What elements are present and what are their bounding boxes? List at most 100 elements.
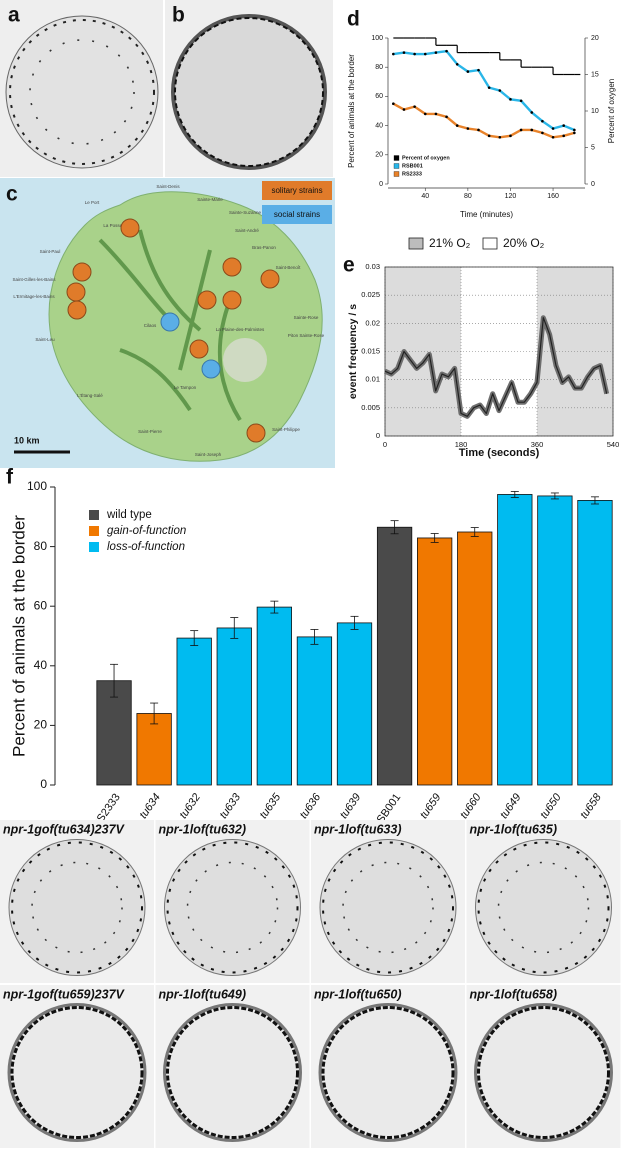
- place: Bras-Panon: [252, 245, 276, 250]
- place: Le Port: [85, 200, 100, 205]
- worms: [166, 841, 299, 974]
- series-line: [392, 102, 575, 139]
- worms: [29, 39, 135, 145]
- y-tick-label: 0.02: [365, 318, 380, 327]
- data-point: [487, 134, 491, 138]
- y-axis-title: Percent of animals at the border: [9, 515, 28, 757]
- place: Saint-Paul: [40, 249, 61, 254]
- panel-letter: f: [6, 466, 14, 489]
- volcano: [223, 338, 267, 382]
- data-point: [562, 134, 566, 138]
- plot-frame: [384, 266, 614, 437]
- y-tick-label: 60: [34, 598, 48, 612]
- y-tick-label: 80: [375, 64, 383, 71]
- worms: [322, 841, 454, 974]
- place: Saint-Joseph: [195, 452, 222, 457]
- place: Sainte-Marie: [197, 197, 223, 202]
- dish: [8, 839, 146, 976]
- photo-label: npr-1lof(tu633): [314, 822, 402, 836]
- place: La Possession: [103, 223, 133, 228]
- data-point: [466, 127, 470, 130]
- x-tick-label: tu659: [418, 792, 444, 821]
- data-point: [413, 105, 416, 108]
- dish: [171, 14, 327, 170]
- data-point: [541, 119, 544, 123]
- legend-label: wild type: [106, 509, 152, 521]
- series-line: [393, 49, 575, 132]
- data-point: [573, 131, 576, 135]
- data-point: [519, 99, 523, 103]
- solitary-site: [189, 339, 209, 359]
- data-point: [551, 127, 555, 130]
- solitary-site: [72, 262, 92, 282]
- y-tick-label: 100: [27, 479, 47, 493]
- dish: [7, 1003, 147, 1142]
- y-axis-title: event frequency / s: [347, 304, 359, 399]
- solitary-site: [120, 218, 140, 238]
- worms: [11, 841, 143, 974]
- y-tick-label: 40: [375, 122, 383, 129]
- x-tick-label: tu632: [177, 792, 203, 821]
- bar: [376, 526, 413, 786]
- legend-swatch: [393, 163, 400, 169]
- y-tick-label: 0.025: [361, 290, 380, 299]
- panel-letter: c: [6, 183, 18, 206]
- place: Saint-Leu: [35, 337, 55, 342]
- data-point: [455, 124, 459, 127]
- photo-label: npr-1gof(tu634)237V: [3, 822, 126, 836]
- bar: [577, 500, 613, 786]
- worms: [174, 17, 324, 167]
- y-tick-label: 40: [34, 658, 48, 672]
- dish: [318, 1003, 458, 1142]
- place: Saint-Benoît: [276, 265, 302, 270]
- y-tick-label: 0.03: [365, 262, 380, 271]
- bar: [216, 627, 252, 786]
- place: Sainte-Suzanne: [229, 210, 262, 215]
- solitary-site: [67, 300, 87, 320]
- y-tick-label: 100: [371, 35, 383, 42]
- place: Saint-Denis: [156, 184, 180, 189]
- x-tick-label: 180: [455, 440, 468, 449]
- x-tick-label: 540: [607, 440, 620, 449]
- legend-swatch: [408, 237, 424, 250]
- x-tick-label: 40: [421, 193, 429, 200]
- bar: [136, 713, 172, 786]
- legend-swatch: [89, 542, 99, 552]
- data-point: [573, 128, 576, 132]
- bar: [336, 622, 373, 786]
- data-point: [562, 124, 566, 127]
- data-point: [423, 112, 427, 116]
- x-tick-label: 360: [531, 440, 544, 449]
- legend-box: [262, 205, 332, 224]
- place: Saint-André: [235, 228, 259, 233]
- solitary-site: [66, 282, 86, 302]
- scale-label: 10 km: [14, 435, 40, 445]
- dish: [163, 1003, 302, 1142]
- place: Cilaos: [144, 323, 157, 328]
- x-tick-label: tu660: [458, 791, 484, 821]
- x-tick-label: 160: [547, 193, 559, 200]
- data-point: [477, 68, 480, 72]
- bar: [417, 537, 453, 786]
- bar: [96, 680, 132, 786]
- x-tick-label: tu635: [258, 791, 284, 821]
- legend-box: [262, 181, 332, 200]
- ravines: [98, 229, 242, 422]
- x-tick-label: tu636: [298, 791, 324, 821]
- legend-label: solitary strains: [271, 186, 322, 195]
- data-point: [434, 51, 438, 54]
- data-point: [477, 128, 480, 132]
- x-tick-label: tu633: [217, 791, 243, 821]
- data-point: [445, 115, 448, 119]
- solitary-site: [222, 257, 242, 277]
- data-point: [519, 128, 523, 132]
- y-tick-label: 0: [379, 181, 383, 188]
- x-tick-label: tu658: [578, 791, 604, 821]
- x-tick-label: tu650: [538, 791, 564, 821]
- bar: [296, 636, 333, 786]
- panel-letter: a: [8, 4, 20, 27]
- legend-label: gain-of-function: [107, 525, 186, 537]
- x-tick-label: tu649: [498, 792, 524, 821]
- data-point: [509, 98, 512, 101]
